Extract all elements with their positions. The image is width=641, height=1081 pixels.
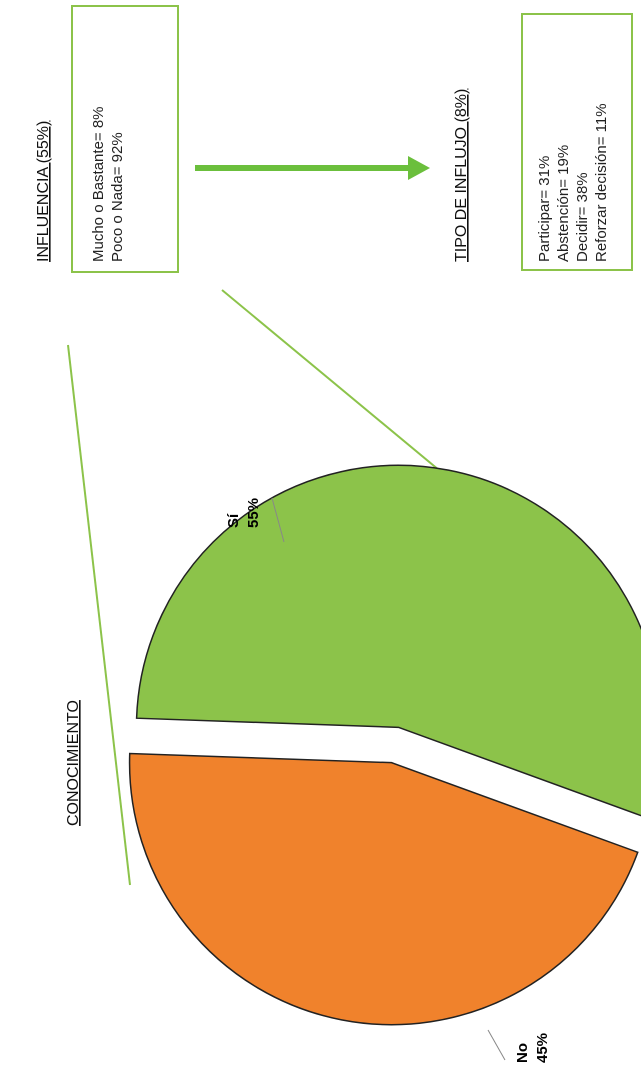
zoom-line-left <box>67 344 131 886</box>
chart-title: CONOCIMIENTO <box>65 700 82 826</box>
pie-slice-si <box>135 464 641 817</box>
influx-line-2: Abstención= 19% <box>555 145 572 262</box>
flow-arrow-head <box>408 156 430 180</box>
influx-box <box>521 13 633 271</box>
si-label-name: Sí <box>225 513 242 528</box>
pie-slice-no <box>128 752 639 1026</box>
influx-title: TIPO DE INFLUJO (8%) <box>453 89 470 262</box>
influx-line-3: Decidir= 38% <box>574 172 591 262</box>
pie-chart <box>128 464 641 1026</box>
no-label-name: No <box>514 1043 531 1063</box>
no-label-value: 45% <box>534 1033 551 1063</box>
influence-box <box>71 5 179 273</box>
no-leader-line <box>487 1029 506 1061</box>
influx-line-4: Reforzar decisión= 11% <box>593 103 610 262</box>
influence-line-2: Poco o Nada= 92% <box>109 132 126 262</box>
influence-line-1: Mucho o Bastante= 8% <box>90 106 107 262</box>
influx-line-1: Participar= 31% <box>536 156 553 262</box>
influence-title: INFLUENCIA (55%) <box>35 121 52 262</box>
si-leader-line <box>271 497 285 543</box>
si-label-value: 55% <box>245 498 262 528</box>
